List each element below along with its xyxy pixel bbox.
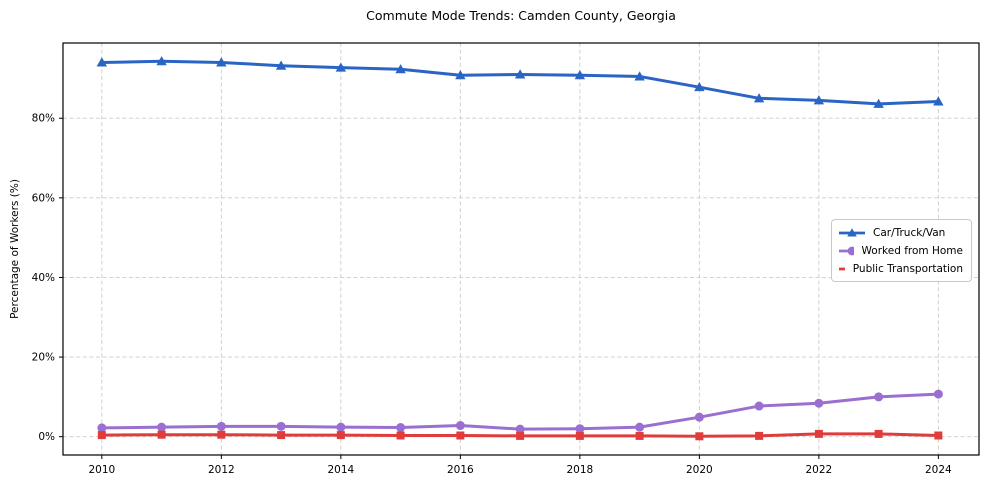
legend-triangle-marker-icon xyxy=(839,227,865,236)
marker-car-truck-van xyxy=(514,69,526,79)
marker-worked-from-home xyxy=(336,422,346,432)
marker-car-truck-van xyxy=(275,60,287,70)
x-tick-label: 2012 xyxy=(208,464,235,476)
marker-car-truck-van xyxy=(873,98,884,108)
y-tick-label: 80% xyxy=(32,113,55,125)
y-tick-label: 40% xyxy=(32,272,55,284)
marker-car-truck-van xyxy=(455,70,466,80)
marker-worked-from-home xyxy=(814,398,824,408)
marker-worked-from-home xyxy=(635,422,645,432)
legend-item-worked-from-home: Worked from Home xyxy=(839,243,963,258)
marker-car-truck-van xyxy=(574,70,586,80)
marker-worked-from-home xyxy=(97,423,107,433)
marker-public-transportation xyxy=(97,431,106,440)
marker-car-truck-van xyxy=(96,57,108,67)
marker-public-transportation xyxy=(695,432,704,441)
marker-worked-from-home xyxy=(933,389,943,399)
y-tick-label: 20% xyxy=(32,352,55,364)
marker-car-truck-van xyxy=(156,56,167,66)
y-tick-label: 60% xyxy=(32,192,55,204)
marker-worked-from-home xyxy=(874,392,884,402)
marker-public-transportation xyxy=(456,431,465,440)
y-tick-label: 0% xyxy=(38,431,55,443)
marker-public-transportation xyxy=(755,431,764,440)
x-tick-label: 2024 xyxy=(925,464,952,476)
marker-worked-from-home xyxy=(694,412,704,422)
marker-public-transportation xyxy=(874,429,883,438)
marker-public-transportation xyxy=(217,430,226,439)
x-tick-label: 2014 xyxy=(327,464,354,476)
marker-public-transportation xyxy=(336,431,345,440)
legend: Car/Truck/Van Worked from Home Public Tran… xyxy=(831,219,972,282)
marker-worked-from-home xyxy=(455,421,465,431)
marker-public-transportation xyxy=(934,431,943,440)
legend-label: Worked from Home xyxy=(861,244,963,257)
chart-title: Commute Mode Trends: Camden County, Geor… xyxy=(366,8,676,23)
marker-car-truck-van xyxy=(753,93,765,103)
series-line-worked-from-home xyxy=(100,392,940,431)
marker-car-truck-van xyxy=(395,64,406,74)
legend-square-marker-icon xyxy=(839,267,845,270)
legend-label: Car/Truck/Van xyxy=(873,226,946,239)
marker-worked-from-home xyxy=(396,423,406,433)
marker-worked-from-home xyxy=(754,401,764,411)
marker-car-truck-van xyxy=(813,95,825,105)
marker-car-truck-van xyxy=(634,71,645,81)
x-tick-label: 2020 xyxy=(686,464,713,476)
marker-worked-from-home xyxy=(216,421,226,431)
marker-worked-from-home xyxy=(157,422,167,432)
series-line-car-truck-van xyxy=(100,59,940,106)
marker-worked-from-home xyxy=(575,424,585,434)
x-tick-label: 2016 xyxy=(447,464,474,476)
marker-car-truck-van xyxy=(694,81,705,92)
legend-item-car-truck-van: Car/Truck/Van xyxy=(839,225,963,240)
x-tick-label: 2018 xyxy=(566,464,593,476)
marker-worked-from-home xyxy=(515,424,525,434)
legend-label: Public Transportation xyxy=(852,262,963,275)
marker-worked-from-home xyxy=(276,421,286,431)
legend-circle-marker-icon xyxy=(839,246,854,255)
marker-public-transportation xyxy=(575,431,584,440)
legend-item-public-transportation: Public Transportation xyxy=(839,261,963,276)
marker-car-truck-van xyxy=(335,62,347,72)
marker-public-transportation xyxy=(157,430,166,439)
marker-public-transportation xyxy=(277,431,286,440)
marker-car-truck-van xyxy=(933,96,944,106)
x-tick-label: 2022 xyxy=(805,464,832,476)
marker-public-transportation xyxy=(635,431,644,440)
marker-car-truck-van xyxy=(216,57,227,67)
x-tick-label: 2010 xyxy=(88,464,115,476)
marker-public-transportation xyxy=(516,431,525,440)
plot-border xyxy=(62,42,980,456)
marker-public-transportation xyxy=(814,429,823,438)
marker-public-transportation xyxy=(396,431,405,440)
